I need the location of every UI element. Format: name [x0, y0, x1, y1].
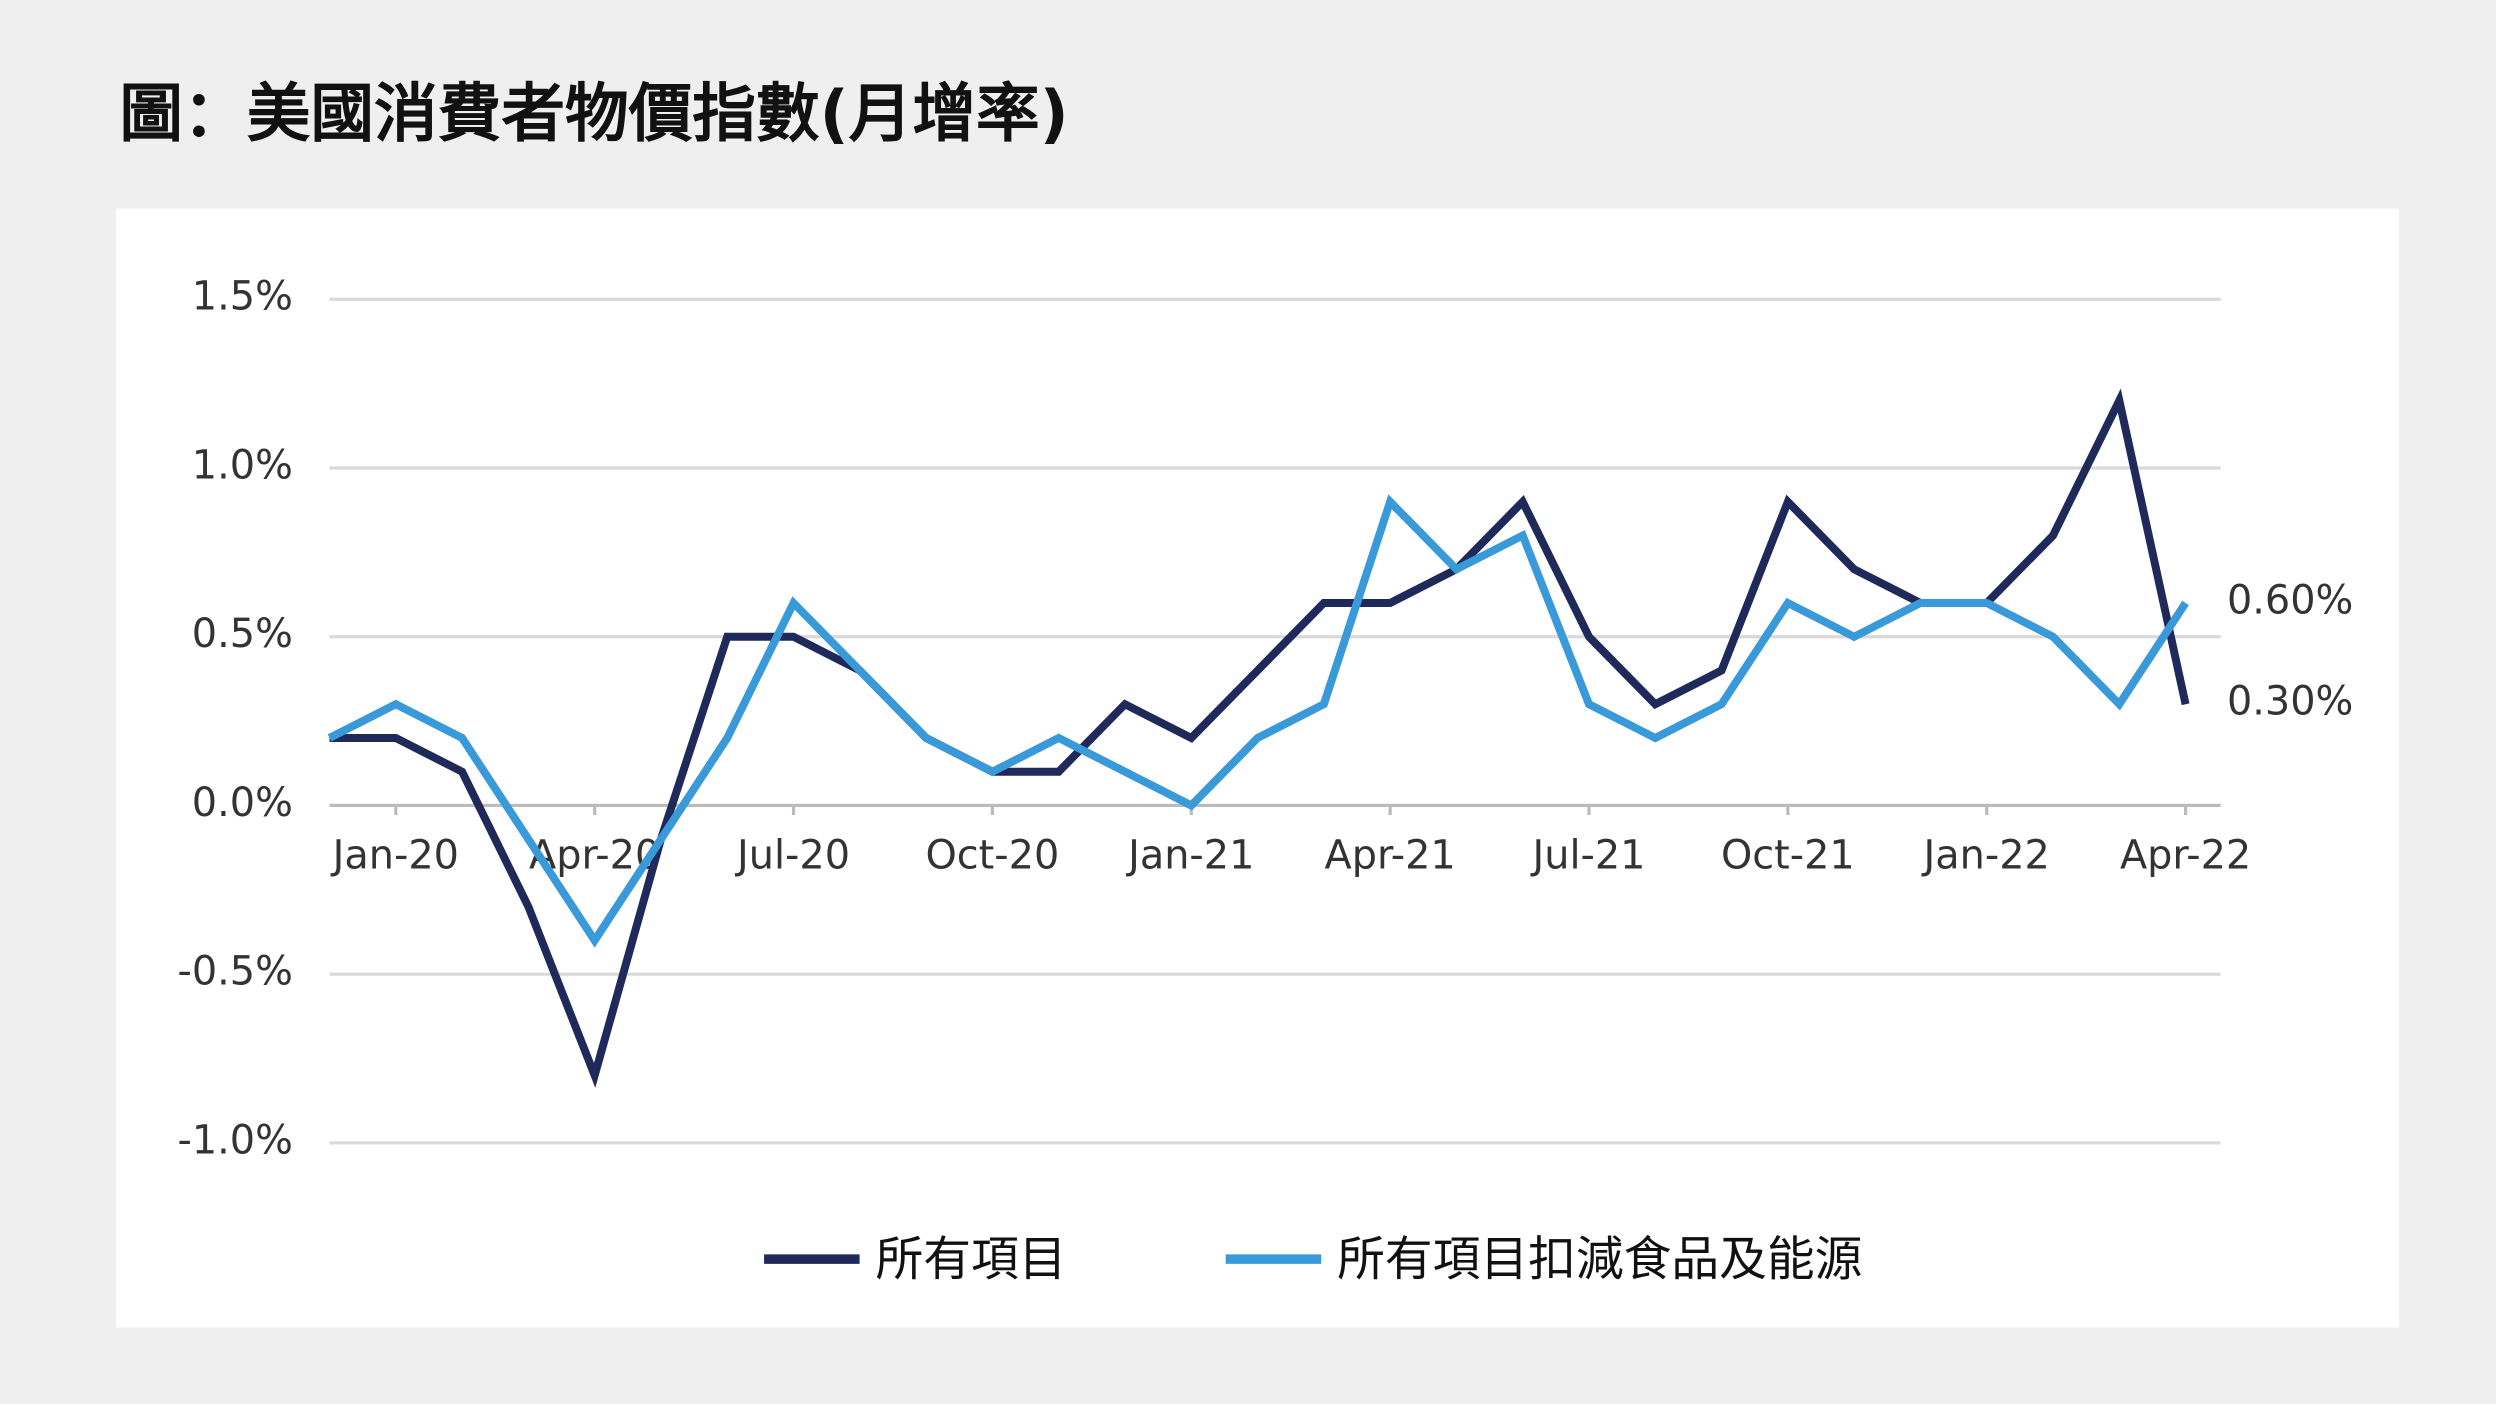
- y-tick-label: 1.5%: [192, 274, 293, 320]
- x-tick-label: Apr-22: [2120, 833, 2251, 879]
- x-tick-label: Apr-21: [1324, 833, 1455, 879]
- legend-label: 所有項目: [876, 1232, 1067, 1287]
- y-tick-label: -0.5%: [177, 949, 292, 995]
- end-label: 0.60%: [2227, 577, 2353, 623]
- series-line: [329, 388, 2190, 1088]
- y-tick-label: -1.0%: [177, 1117, 292, 1163]
- x-tick-label: Jan-21: [1125, 833, 1254, 879]
- chart-title: 圖：美國消費者物價指數(月增率): [119, 77, 1068, 151]
- x-tick-label: Jul-21: [1530, 833, 1646, 879]
- y-tick-label: 1.0%: [192, 443, 293, 489]
- y-tick-label: 0.0%: [192, 780, 293, 826]
- chart-panel: [116, 208, 2399, 1328]
- series-line: [327, 494, 2189, 948]
- legend-label: 所有項目扣減食品及能源: [1337, 1232, 1862, 1287]
- y-tick-label: 0.5%: [192, 611, 293, 657]
- x-tick-label: Jul-20: [734, 833, 850, 879]
- end-label: 0.30%: [2227, 679, 2353, 725]
- x-tick-label: Jan-20: [330, 833, 459, 879]
- x-tick-label: Oct-21: [1721, 833, 1855, 879]
- x-tick-label: Jan-22: [1921, 833, 2050, 879]
- x-tick-label: Oct-20: [926, 833, 1060, 879]
